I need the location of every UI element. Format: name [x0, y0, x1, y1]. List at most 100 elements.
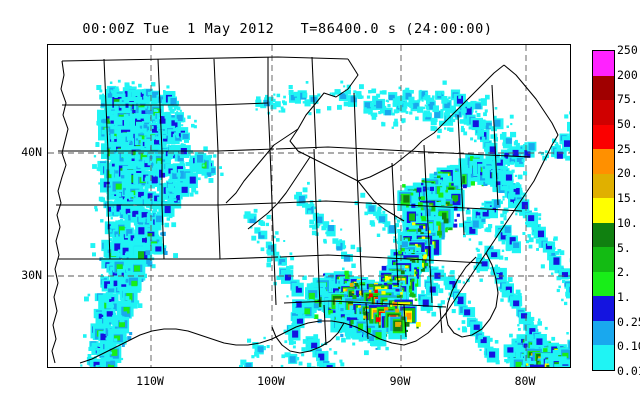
colorbar-band-9 [593, 271, 614, 297]
precip-speckle [265, 94, 268, 98]
precip-speckle [288, 90, 294, 95]
precip-speckle [110, 275, 114, 279]
precip-speckle [360, 192, 366, 198]
precip-speckle [351, 263, 356, 268]
precip-speckle [121, 175, 125, 179]
precip-speckle [426, 112, 431, 118]
precip-speckle [400, 270, 405, 275]
precip-speckle [517, 327, 521, 331]
precip-speckle [450, 275, 456, 280]
precip-speckle [266, 249, 271, 254]
precip-speckle [294, 194, 299, 200]
precip-cell [364, 102, 371, 109]
colorbar-tick-6: 15. [617, 191, 638, 206]
precip-speckle [493, 133, 498, 137]
precip-cell [405, 92, 412, 100]
precip-cell [132, 210, 139, 217]
precip-cell [469, 226, 476, 234]
precip-speckle [260, 247, 265, 252]
precip-speckle [414, 271, 418, 275]
precip-speckle [161, 231, 166, 236]
precip-speckle [100, 276, 104, 280]
precip-cell [480, 98, 487, 106]
precip-speckle [306, 203, 311, 209]
precip-speckle [523, 343, 528, 348]
precip-speckle [206, 172, 212, 177]
precip-cell [181, 186, 188, 193]
precip-speckle [519, 320, 522, 323]
precip-speckle [141, 217, 146, 223]
precip-speckle [447, 100, 450, 103]
precip-speckle [111, 304, 114, 308]
precip-speckle [145, 175, 150, 180]
precip-speckle [544, 326, 548, 330]
precip-speckle [144, 106, 148, 109]
precip-speckle [396, 241, 400, 245]
precip-speckle [424, 262, 429, 267]
precip-speckle [490, 170, 493, 173]
precip-speckle [152, 120, 156, 124]
precip-speckle [519, 211, 524, 216]
precip-speckle [99, 89, 103, 93]
precip-speckle [438, 212, 442, 216]
precip-speckle [372, 112, 378, 117]
precip-speckle [137, 164, 142, 168]
precip-speckle [344, 280, 347, 284]
precip-speckle [488, 125, 492, 129]
precip-cell [257, 346, 264, 353]
precip-speckle [370, 222, 376, 227]
precip-speckle [408, 289, 413, 293]
precip-speckle [175, 118, 178, 121]
precip-speckle [548, 252, 552, 256]
precip-speckle [265, 222, 269, 227]
precip-speckle [313, 217, 317, 221]
precip-speckle [393, 236, 396, 239]
precip-speckle [121, 255, 125, 259]
precip-cell [350, 96, 357, 103]
precip-speckle [382, 90, 387, 95]
precip-speckle [467, 208, 470, 211]
precip-speckle [441, 92, 445, 95]
precip-speckle [501, 249, 505, 252]
precip-speckle [414, 188, 419, 194]
precip-speckle [358, 337, 364, 342]
precip-speckle [457, 327, 461, 331]
precip-speckle [507, 148, 511, 153]
precip-speckle [169, 198, 174, 204]
precip-cell [279, 259, 286, 265]
precip-speckle [540, 152, 545, 156]
precip-speckle [170, 140, 174, 144]
precip-speckle [416, 326, 419, 329]
precip-speckle [94, 345, 98, 349]
precip-speckle [513, 294, 519, 300]
precip-speckle [371, 88, 377, 94]
precip-speckle [534, 235, 538, 239]
precip-speckle [337, 104, 342, 110]
precip-speckle [349, 332, 352, 335]
precip-speckle [135, 161, 140, 166]
precip-speckle [104, 160, 109, 165]
precip-speckle [88, 346, 93, 351]
precip-speckle [398, 104, 403, 108]
precip-cell [274, 101, 281, 108]
precip-speckle [364, 107, 367, 110]
precip-speckle [504, 290, 509, 295]
precip-speckle [384, 307, 389, 312]
precip-cell [100, 333, 107, 342]
precip-speckle [249, 214, 255, 219]
precip-speckle [490, 134, 495, 139]
latitude-tick-40N: 40N [21, 145, 42, 159]
precip-speckle [350, 244, 356, 250]
precip-speckle [316, 108, 321, 114]
precip-cell [316, 216, 323, 223]
precip-speckle [416, 322, 421, 327]
precip-speckle [162, 112, 167, 117]
precip-speckle [288, 85, 293, 90]
precip-speckle [543, 348, 548, 353]
precip-speckle [128, 192, 134, 197]
precip-speckle [104, 298, 110, 303]
precip-cell [440, 212, 447, 221]
precip-speckle [490, 267, 492, 270]
precip-cell [295, 191, 302, 198]
precip-speckle [125, 103, 130, 108]
